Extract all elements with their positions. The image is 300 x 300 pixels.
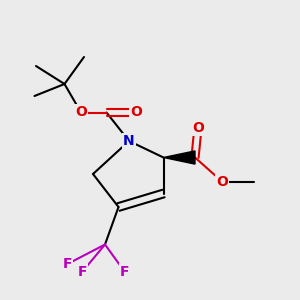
Text: O: O: [75, 106, 87, 119]
Text: F: F: [63, 257, 72, 271]
Text: F: F: [78, 265, 87, 278]
Text: O: O: [192, 121, 204, 134]
Polygon shape: [164, 151, 195, 164]
Text: O: O: [130, 106, 142, 119]
Text: N: N: [123, 134, 135, 148]
Text: O: O: [216, 175, 228, 188]
Text: F: F: [120, 265, 129, 278]
